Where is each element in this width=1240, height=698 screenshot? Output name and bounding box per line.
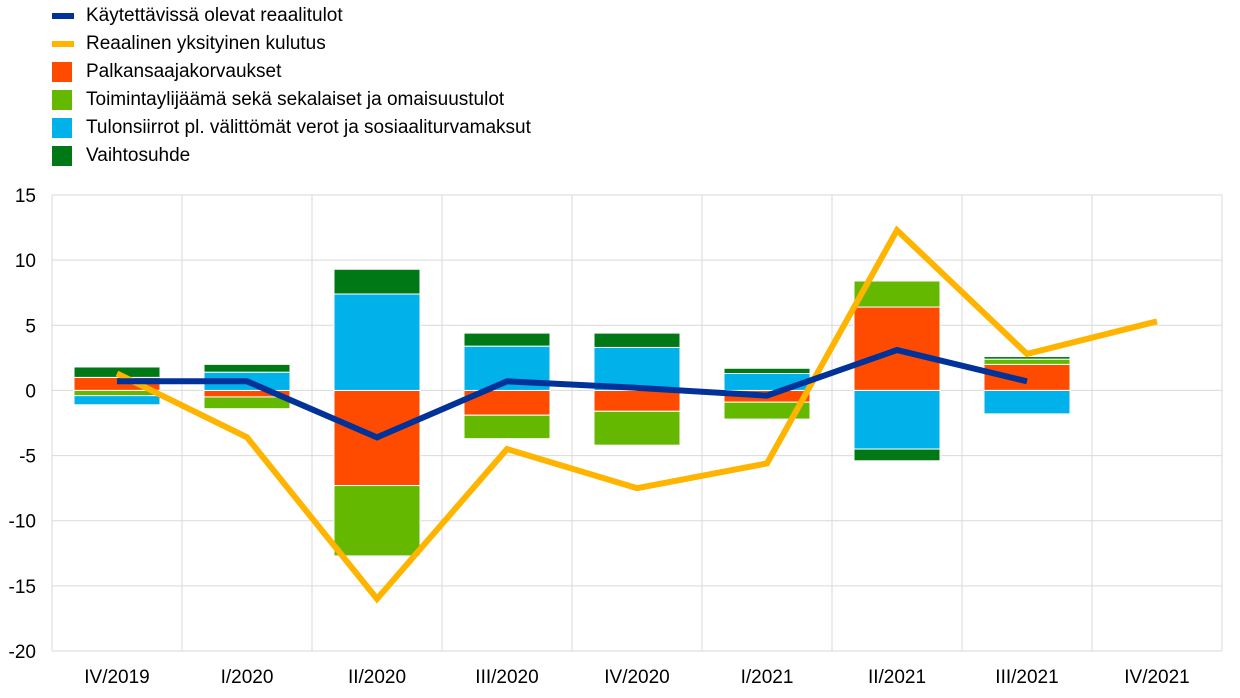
legend-swatch-disposable-income <box>52 13 74 19</box>
y-tick-label: 15 <box>15 186 36 207</box>
legend-label-private-consumption: Reaalinen yksityinen kulutus <box>86 33 326 54</box>
legend-item-transfers: Tulonsiirrot pl. välittömät verot ja sos… <box>52 114 531 142</box>
bar-segment <box>853 389 941 450</box>
lines <box>115 225 1158 604</box>
axes: 15 10 5 0 -5 -10 -15 -20 IV/2019 I/2020 II/2020 III… <box>9 186 1190 688</box>
legend-label-operating-surplus: Toimintaylijäämä sekä sekalaiset ja omai… <box>86 89 505 110</box>
y-tick-label: -5 <box>19 447 36 468</box>
legend-swatch-terms-of-trade <box>52 146 72 166</box>
legend-swatch-operating-surplus <box>52 90 72 110</box>
bar-segment <box>203 363 291 373</box>
legend-item-terms-of-trade: Vaihtosuhde <box>52 142 531 170</box>
x-tick-label: II/2020 <box>348 667 406 688</box>
legend-swatch-private-consumption <box>52 41 74 47</box>
y-tick-label: 0 <box>25 381 36 402</box>
bar-segment <box>73 366 161 378</box>
bar-segment <box>723 401 811 420</box>
legend-item-private-consumption: Reaalinen yksityinen kulutus <box>52 30 531 58</box>
y-tick-label: -20 <box>9 642 36 663</box>
bar-segment <box>593 389 681 412</box>
x-tick-label: IV/2021 <box>1124 667 1190 688</box>
bar-segment <box>853 448 941 462</box>
line-disposable-income <box>117 346 1028 441</box>
legend: Käytettävissä olevat reaalitulot Reaalin… <box>52 2 531 170</box>
legend-item-compensation: Palkansaajakorvaukset <box>52 58 531 86</box>
x-tick-label: III/2021 <box>995 667 1058 688</box>
bar-segment <box>463 332 551 347</box>
legend-label-terms-of-trade: Vaihtosuhde <box>86 145 191 166</box>
legend-label-transfers: Tulonsiirrot pl. välittömät verot ja sos… <box>86 117 531 138</box>
x-tick-label: III/2020 <box>475 667 538 688</box>
bar-segment <box>723 367 811 374</box>
x-tick-label: I/2021 <box>741 667 794 688</box>
bar-segment <box>983 358 1071 365</box>
legend-label-compensation: Palkansaajakorvaukset <box>86 61 282 82</box>
bar-segment <box>463 414 551 440</box>
bar-segment <box>983 389 1071 415</box>
bar-segment <box>593 410 681 446</box>
y-tick-label: 5 <box>25 316 36 337</box>
grid <box>51 194 1223 652</box>
bar-segment <box>333 268 421 295</box>
x-tick-label: IV/2019 <box>84 667 150 688</box>
y-tick-label: -15 <box>9 577 36 598</box>
x-tick-label: IV/2020 <box>604 667 670 688</box>
y-tick-label: 10 <box>15 251 36 272</box>
bar-segment <box>983 363 1071 391</box>
bar-segment <box>73 395 161 406</box>
bar-segment <box>333 485 421 557</box>
x-tick-label: I/2020 <box>221 667 274 688</box>
legend-item-operating-surplus: Toimintaylijäämä sekä sekalaiset ja omai… <box>52 86 531 114</box>
x-tick-label: II/2021 <box>868 667 926 688</box>
line-private-consumption <box>115 225 1158 604</box>
legend-swatch-transfers <box>52 118 72 138</box>
bar-segment <box>203 396 291 410</box>
legend-swatch-compensation <box>52 62 72 82</box>
legend-label-disposable-income: Käytettävissä olevat reaalitulot <box>86 5 343 26</box>
y-tick-label: -10 <box>9 512 36 533</box>
bar-segment <box>333 293 421 391</box>
legend-item-disposable-income: Käytettävissä olevat reaalitulot <box>52 2 531 30</box>
bar-segment <box>593 332 681 348</box>
